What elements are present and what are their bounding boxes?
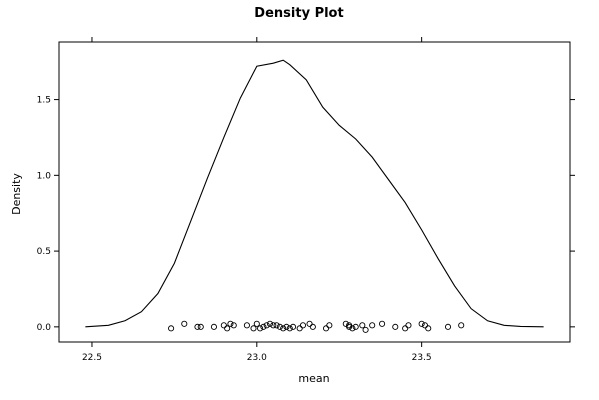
rug-point — [194, 323, 201, 330]
y-tick-label: 1.5 — [37, 96, 51, 106]
rug-point — [243, 322, 250, 329]
rug-point — [263, 322, 270, 329]
rug-point — [224, 325, 231, 332]
plot-frame — [58, 41, 571, 343]
rug-point — [197, 323, 204, 330]
rug-point — [309, 323, 316, 330]
rug-point — [362, 326, 369, 333]
y-axis-label: Density — [10, 173, 23, 215]
rug-point — [359, 322, 366, 329]
rug-point — [250, 325, 257, 332]
rug-point — [444, 323, 452, 330]
rug-point — [299, 322, 307, 329]
rug-point — [369, 322, 376, 329]
y-tick-label: 0.5 — [37, 247, 51, 257]
rug-point — [283, 323, 290, 330]
rug-point — [270, 322, 277, 329]
y-tick-label: 0.0 — [37, 323, 52, 333]
rug-point — [286, 325, 293, 332]
rug-point — [168, 325, 175, 332]
x-tick-label: 22.5 — [82, 353, 102, 363]
rug-point — [266, 320, 274, 327]
x-tick-label: 23.5 — [412, 353, 432, 363]
rug-point — [296, 325, 303, 332]
y-axis: 0.0 0.5 1.0 1.5 — [37, 96, 575, 333]
rug-point — [346, 322, 353, 329]
rug-point — [326, 322, 333, 329]
rug-point — [402, 325, 409, 332]
x-axis: 22.5 23.0 23.5 — [82, 37, 432, 363]
rug-point — [322, 325, 330, 332]
rug-point — [227, 320, 234, 327]
x-tick-label: 23.0 — [247, 353, 267, 363]
rug-point — [418, 320, 425, 327]
chart-title: Density Plot — [254, 6, 343, 21]
rug-point — [181, 320, 188, 327]
rug-point — [230, 322, 237, 329]
rug-point — [342, 320, 349, 327]
rug-point — [273, 322, 280, 329]
rug-point — [349, 325, 356, 332]
rug-point — [352, 323, 359, 330]
rug-point — [379, 320, 386, 327]
rug-point — [392, 323, 399, 330]
rug-point — [290, 323, 297, 330]
rug-point — [405, 322, 412, 329]
rug-point — [220, 322, 227, 329]
rug-points — [168, 320, 465, 333]
rug-point — [210, 323, 217, 330]
rug-point — [253, 320, 260, 327]
rug-point — [421, 322, 428, 329]
rug-point — [260, 323, 267, 330]
rug-point — [280, 325, 287, 332]
rug-point — [306, 320, 313, 327]
x-axis-label: mean — [298, 372, 329, 385]
rug-point — [276, 323, 283, 330]
rug-point — [257, 325, 264, 332]
density-line — [85, 59, 544, 328]
rug-point — [458, 322, 465, 329]
rug-point — [425, 325, 432, 332]
y-tick-label: 1.0 — [37, 171, 52, 181]
